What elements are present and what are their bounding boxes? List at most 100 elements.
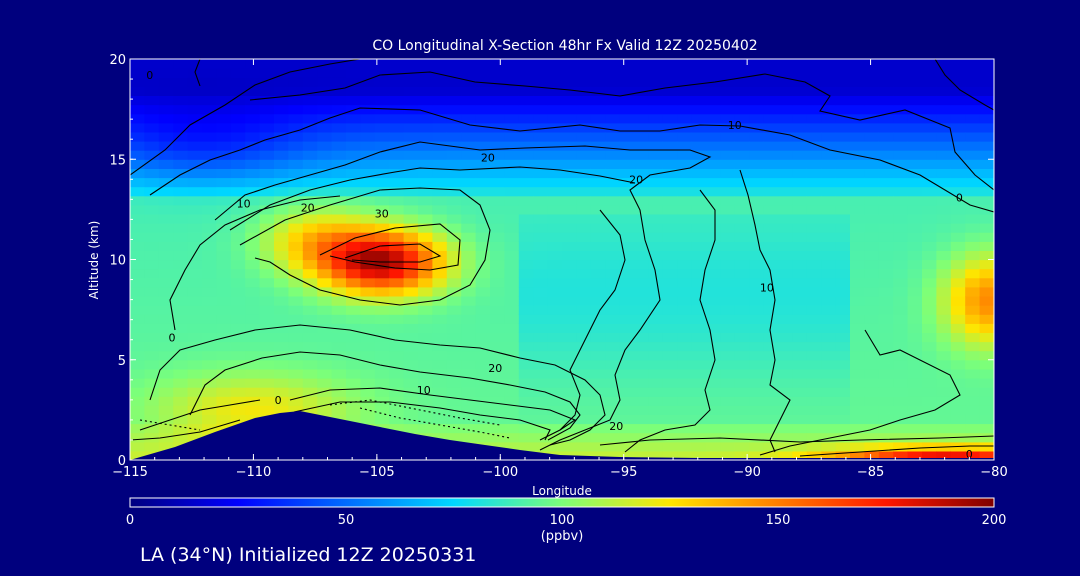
y-tick-label: 15	[109, 153, 126, 168]
heatmap-cell	[317, 204, 333, 215]
heatmap-cell	[778, 223, 793, 233]
heatmap-cell	[864, 77, 880, 87]
heatmap-cell	[173, 359, 189, 370]
heatmap-cell	[346, 59, 361, 69]
heatmap-cell	[158, 296, 174, 306]
heatmap-cell	[763, 323, 779, 333]
heatmap-cell	[187, 359, 203, 370]
heatmap-cell	[677, 223, 693, 233]
heatmap-cell	[749, 159, 765, 169]
heatmap-cell	[158, 368, 174, 379]
heatmap-cell	[187, 323, 203, 333]
heatmap-cell	[144, 232, 160, 242]
heatmap-cell	[144, 68, 160, 78]
heatmap-cell	[763, 232, 779, 242]
heatmap-cell	[533, 378, 549, 388]
heatmap-cell	[360, 204, 376, 215]
heatmap-cell	[245, 204, 261, 215]
heatmap-cell	[706, 213, 721, 224]
colorbar-tick-label: 50	[338, 513, 355, 528]
heatmap-cell	[907, 432, 923, 443]
heatmap-cell	[173, 241, 189, 251]
heatmap-cell	[360, 68, 376, 78]
heatmap-cell	[216, 341, 232, 352]
heatmap-cell	[288, 259, 304, 270]
heatmap-cell	[389, 423, 405, 434]
heatmap-cell	[432, 131, 448, 142]
heatmap-cell	[734, 405, 750, 415]
heatmap-cell	[590, 423, 606, 434]
heatmap-cell	[374, 86, 390, 96]
heatmap-cell	[158, 195, 174, 206]
heatmap-cell	[130, 168, 145, 179]
heatmap-cell	[734, 241, 750, 251]
heatmap-cell	[533, 414, 549, 425]
heatmap-cell	[792, 423, 808, 434]
heatmap-cell	[936, 450, 952, 460]
heatmap-cell	[130, 213, 145, 224]
heatmap-cell	[979, 68, 994, 78]
heatmap-cell	[763, 223, 779, 233]
heatmap-cell	[504, 168, 520, 179]
heatmap-cell	[389, 350, 405, 361]
heatmap-cell	[821, 213, 837, 224]
heatmap-cell	[216, 204, 232, 215]
heatmap-cell	[864, 204, 880, 215]
heatmap-cell	[936, 204, 952, 215]
heatmap-cell	[144, 150, 160, 160]
heatmap-cell	[389, 359, 405, 370]
heatmap-cell	[230, 122, 246, 133]
heatmap-cell	[936, 241, 952, 251]
heatmap-cell	[648, 131, 664, 142]
heatmap-cell	[418, 177, 433, 188]
heatmap-cell	[821, 186, 837, 197]
heatmap-cell	[389, 341, 405, 352]
heatmap-cell	[706, 441, 721, 452]
heatmap-cell	[936, 396, 952, 406]
heatmap-cell	[403, 168, 419, 179]
heatmap-cell	[475, 296, 491, 306]
heatmap-cell	[374, 131, 390, 142]
heatmap-cell	[850, 232, 865, 242]
heatmap-cell	[778, 268, 793, 279]
heatmap-cell	[533, 131, 549, 142]
heatmap-cell	[850, 314, 865, 324]
heatmap-cell	[562, 432, 577, 443]
heatmap-cell	[806, 286, 822, 297]
heatmap-cell	[749, 368, 765, 379]
heatmap-cell	[749, 232, 765, 242]
heatmap-cell	[403, 159, 419, 169]
heatmap-cell	[504, 186, 520, 197]
heatmap-cell	[778, 177, 793, 188]
heatmap-cell	[576, 177, 592, 188]
contour-line	[189, 351, 581, 441]
heatmap-cell	[619, 204, 635, 215]
heatmap-cell	[850, 86, 865, 96]
heatmap-cell	[173, 141, 189, 151]
heatmap-cell	[490, 350, 505, 361]
heatmap-cell	[864, 314, 880, 324]
heatmap-cell	[490, 232, 505, 242]
heatmap-cell	[605, 250, 621, 261]
heatmap-cell	[518, 286, 534, 297]
heatmap-cell	[763, 314, 779, 324]
heatmap-cell	[950, 368, 966, 379]
heatmap-cell	[518, 268, 534, 279]
heatmap-cell	[778, 341, 793, 352]
heatmap-cell	[317, 387, 333, 397]
heatmap-cell	[403, 213, 419, 224]
heatmap-cell	[576, 341, 592, 352]
heatmap-cell	[734, 223, 750, 233]
heatmap-cell	[720, 177, 736, 188]
heatmap-cell	[778, 113, 793, 124]
heatmap-cell	[850, 296, 865, 306]
heatmap-cell	[274, 59, 289, 69]
heatmap-cell	[403, 122, 419, 133]
x-axis-label: Longitude	[532, 484, 592, 498]
colorbar-tick-label: 150	[766, 513, 791, 528]
heatmap-cell	[317, 332, 333, 343]
heatmap-cell	[504, 95, 520, 106]
heatmap-cell	[360, 168, 376, 179]
heatmap-cell	[259, 268, 275, 279]
heatmap-cell	[662, 186, 678, 197]
